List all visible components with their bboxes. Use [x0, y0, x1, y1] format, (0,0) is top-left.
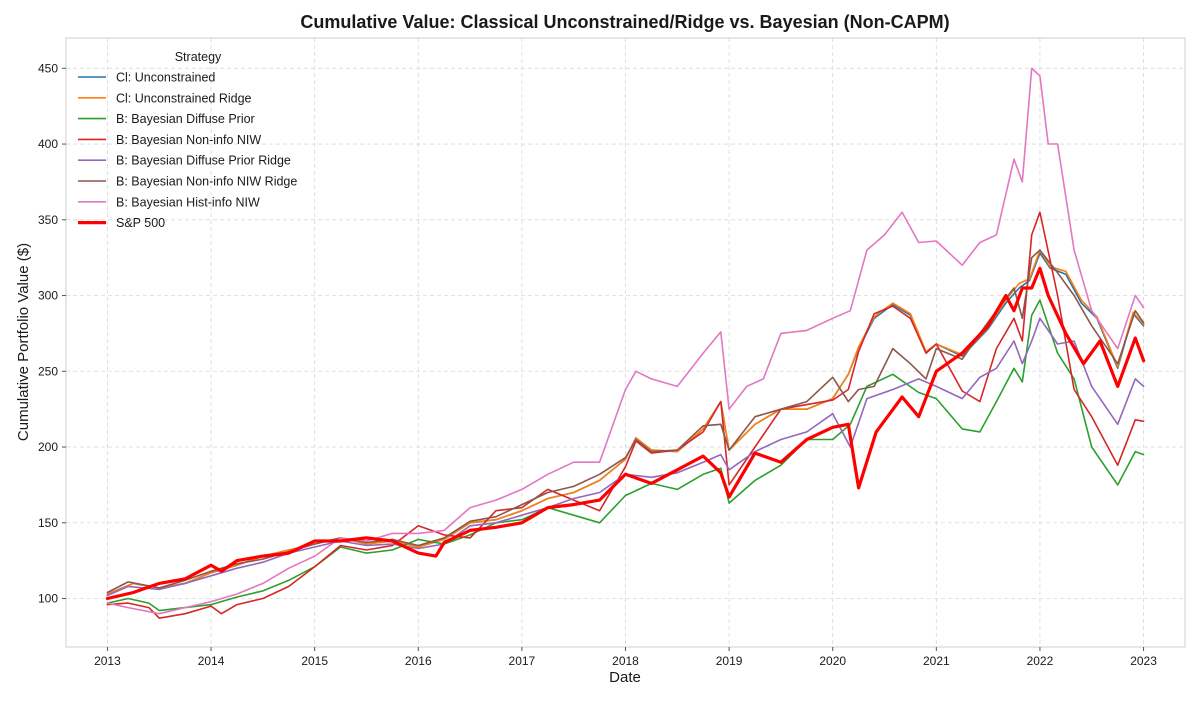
legend-label-b-bayesian-diffuse-prior-ridge: B: Bayesian Diffuse Prior Ridge: [116, 154, 291, 168]
legend-label-cl-unconstrained-ridge: Cl: Unconstrained Ridge: [116, 91, 252, 105]
x-tick-label: 2022: [1027, 654, 1054, 668]
series-line-b-bayesian-non-info-niw: [106, 211, 1145, 620]
x-axis-ticks: 2013 2014 2015 2016 2017 2018 2019 2020 2021 2022…: [94, 647, 1157, 668]
x-tick-label: 2020: [819, 654, 846, 668]
y-tick-label: 350: [38, 213, 58, 227]
y-axis-ticks: 100 150 200 250 300 350 400 450: [38, 61, 66, 606]
x-axis-label: Date: [609, 669, 641, 686]
series-lines: [105, 67, 1146, 620]
y-tick-label: 450: [38, 61, 58, 75]
legend-items: Cl: Unconstrained Cl: Unconstrained Ridge…: [78, 71, 297, 230]
legend-label-b-bayesian-non-info-niw: B: Bayesian Non-info NIW: [116, 133, 261, 147]
legend-label-b-bayesian-non-info-niw-ridge: B: Bayesian Non-info NIW Ridge: [116, 175, 297, 189]
y-tick-label: 150: [38, 516, 58, 530]
y-tick-label: 300: [38, 289, 58, 303]
series-line-b-bayesian-diffuse-prior: [106, 299, 1145, 612]
x-tick-label: 2013: [94, 654, 121, 668]
y-tick-label: 250: [38, 364, 58, 378]
x-tick-label: 2017: [509, 654, 536, 668]
x-tick-label: 2016: [405, 654, 432, 668]
x-tick-label: 2015: [301, 654, 328, 668]
chart-title: Cumulative Value: Classical Unconstraine…: [300, 12, 949, 32]
legend-title: Strategy: [175, 50, 222, 64]
series-line-b-bayesian-non-info-niw-ridge: [106, 249, 1145, 594]
y-tick-label: 200: [38, 440, 58, 454]
legend-label-b-bayesian-diffuse-prior: B: Bayesian Diffuse Prior: [116, 112, 255, 126]
grid: [66, 38, 1185, 647]
legend-label-s-p-500: S&P 500: [116, 216, 165, 230]
y-axis-label: Cumulative Portfolio Value ($): [15, 243, 32, 441]
y-tick-label: 400: [38, 137, 58, 151]
series-line-s-p-500: [105, 266, 1146, 601]
x-tick-label: 2021: [923, 654, 950, 668]
x-tick-label: 2023: [1130, 654, 1157, 668]
x-tick-label: 2019: [716, 654, 743, 668]
x-tick-label: 2018: [612, 654, 639, 668]
legend-label-cl-unconstrained: Cl: Unconstrained: [116, 71, 215, 85]
series-line-b-bayesian-hist-info-niw: [106, 67, 1145, 615]
legend-label-b-bayesian-hist-info-niw: B: Bayesian Hist-info NIW: [116, 195, 260, 209]
y-tick-label: 100: [38, 592, 58, 606]
series-line-b-bayesian-diffuse-prior-ridge: [106, 317, 1145, 597]
x-tick-label: 2014: [198, 654, 225, 668]
